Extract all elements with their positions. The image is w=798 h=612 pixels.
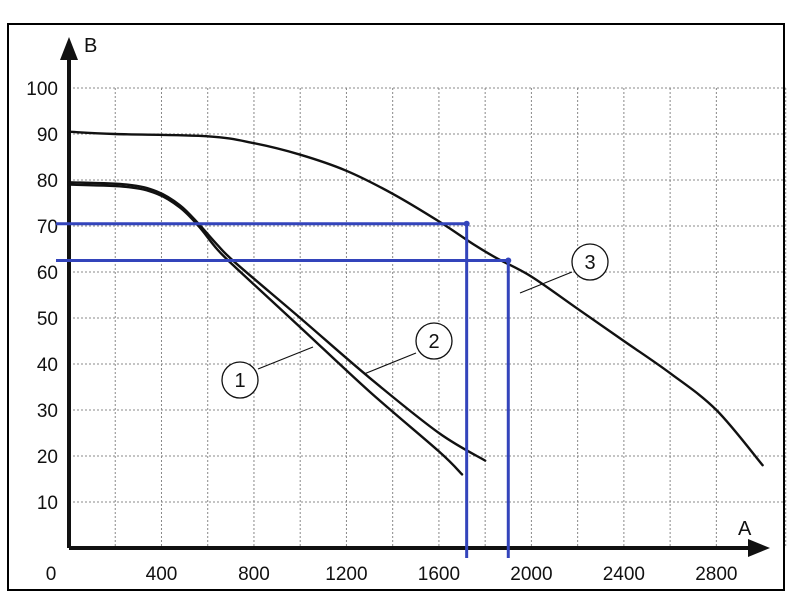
x-tick-label: 2400	[603, 564, 645, 585]
callout-circle-2	[415, 322, 453, 360]
x-tick-label: 400	[146, 564, 178, 585]
x-tick-label: 2000	[510, 564, 552, 585]
y-tick-label: 100	[26, 79, 58, 100]
y-tick-label: 50	[37, 309, 58, 330]
y-axis-title: B	[84, 35, 97, 57]
y-tick-label: 10	[37, 493, 58, 514]
y-tick-label: 70	[37, 217, 58, 238]
callout-label-1: 1	[234, 370, 245, 392]
callout-leader-1	[257, 346, 314, 370]
y-tick-label: 90	[37, 125, 58, 146]
x-tick-label: 1200	[325, 564, 367, 585]
callout-label-3: 3	[584, 252, 595, 274]
y-tick-label: 20	[37, 447, 58, 468]
x-tick-label: 800	[238, 564, 270, 585]
series-line-1	[67, 183, 464, 476]
x-axis-title: A	[738, 518, 752, 540]
callout-circle-1	[221, 361, 259, 399]
y-tick-label: 60	[37, 263, 58, 284]
callout-leader-2	[363, 352, 417, 375]
callout-circle-3	[571, 243, 609, 281]
callout-label-2: 2	[428, 331, 439, 353]
x-axis-arrow-icon	[748, 539, 770, 557]
y-tick-label: 80	[37, 171, 58, 192]
x-tick-label: 2800	[695, 564, 737, 585]
callout-leader-3	[519, 271, 573, 294]
x-tick-label: 1600	[418, 564, 460, 585]
y-tick-label: 30	[37, 401, 58, 422]
reference-point	[463, 220, 470, 227]
y-axis-arrow-icon	[60, 37, 78, 60]
x-tick-label: 0	[46, 564, 57, 585]
series-line-3	[67, 130, 764, 467]
chart-frame	[7, 23, 785, 591]
series-line-2	[67, 181, 487, 462]
reference-point	[505, 257, 512, 264]
y-tick-label: 40	[37, 355, 58, 376]
